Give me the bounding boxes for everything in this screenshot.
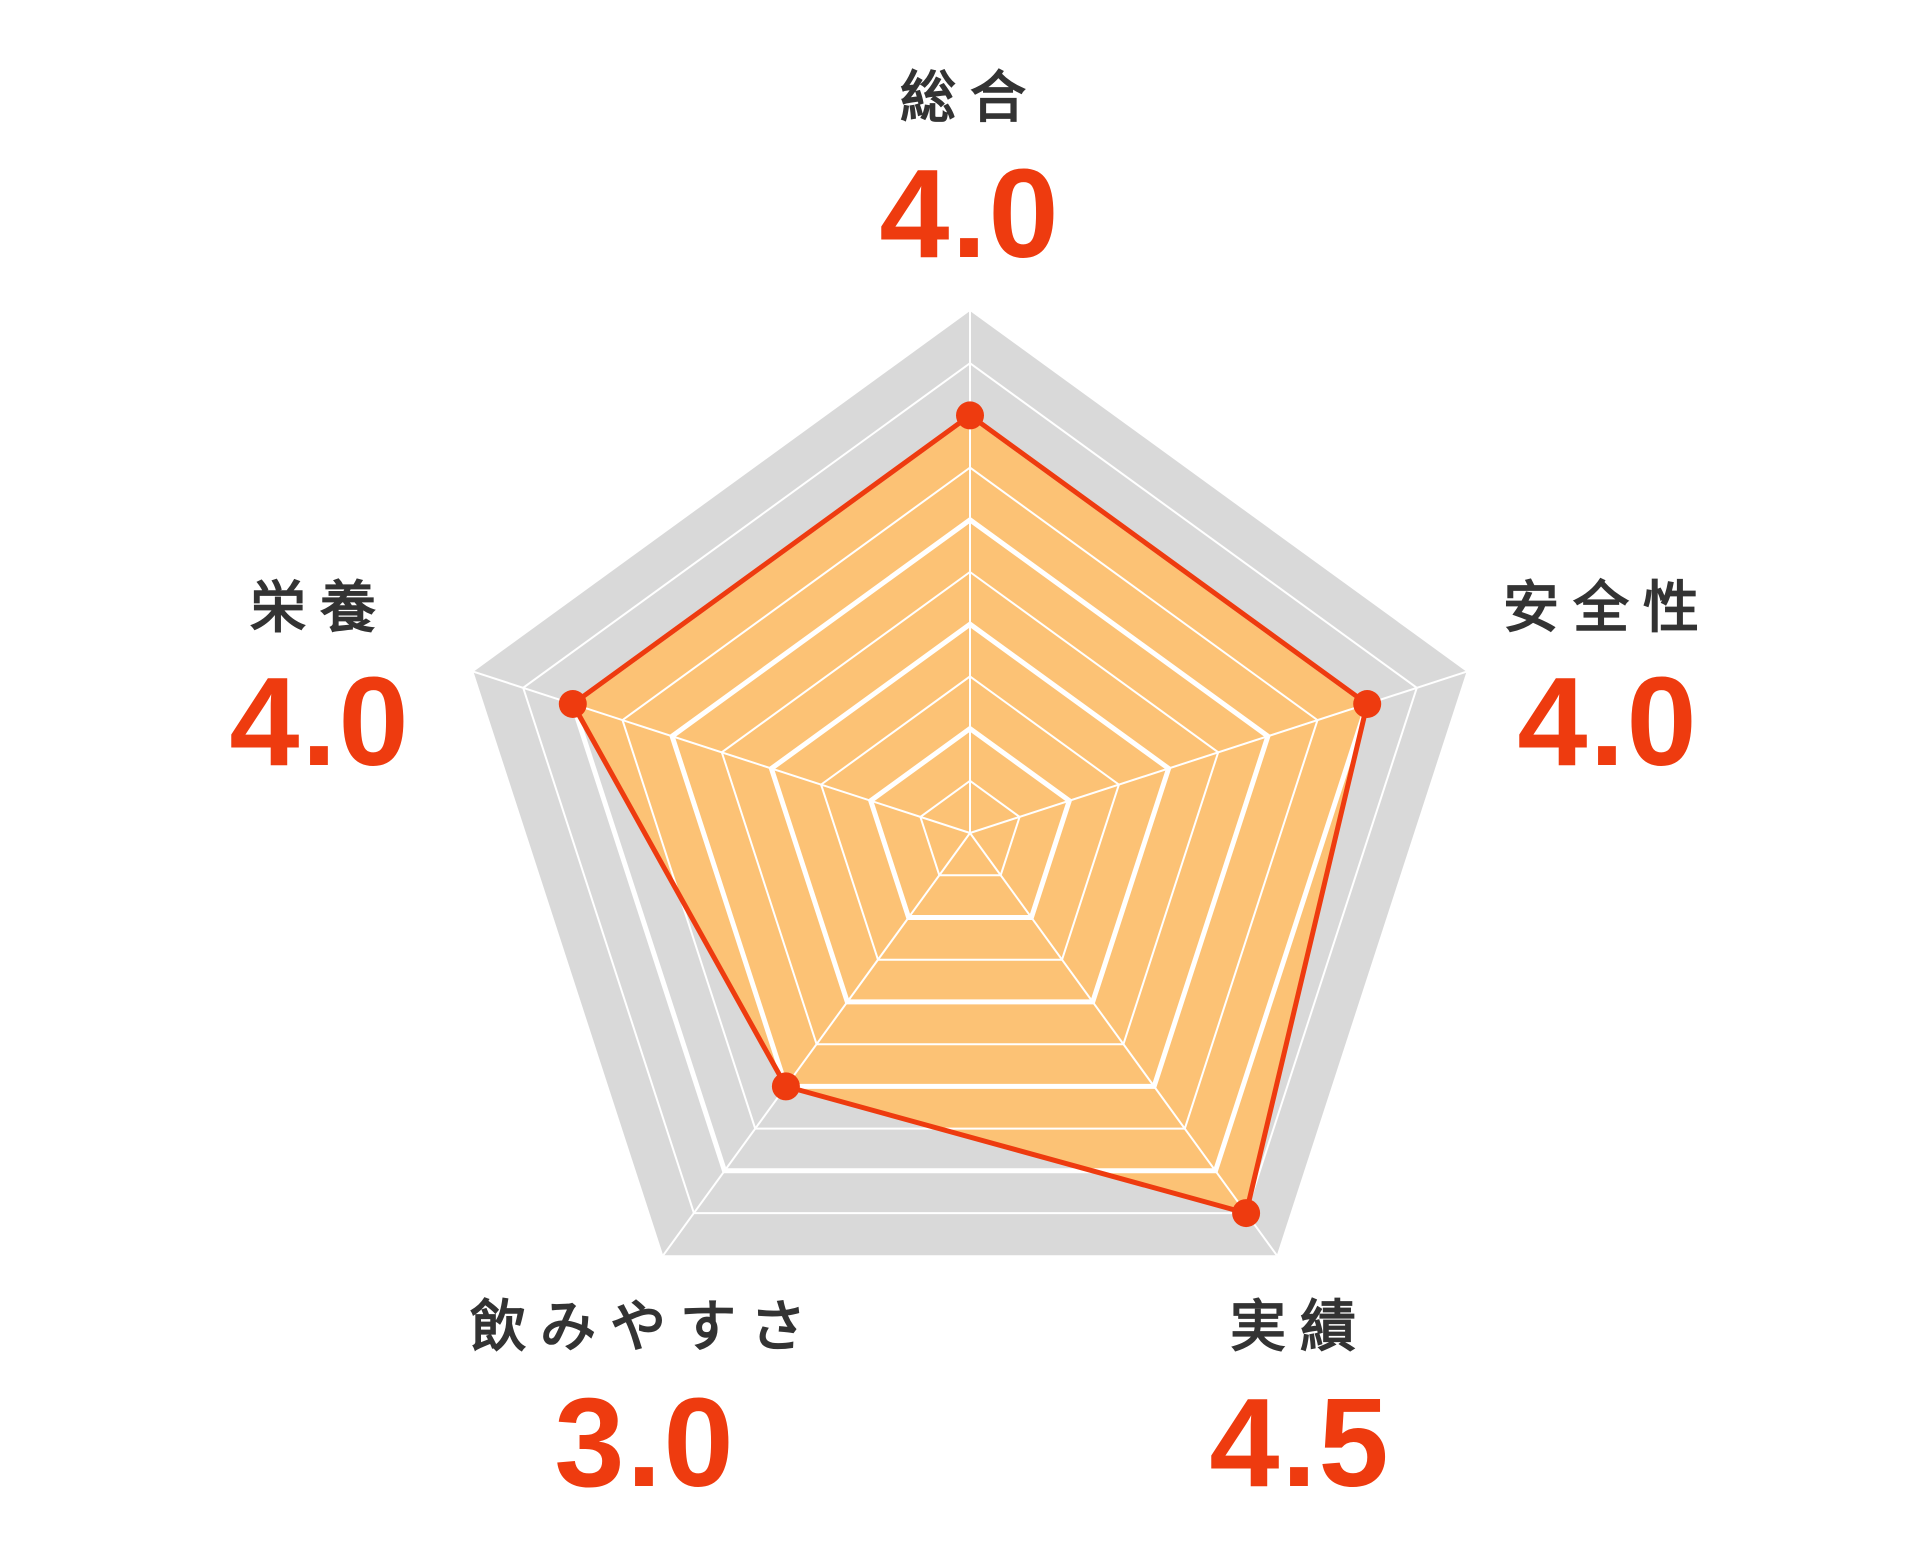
grid-spoke [662, 832, 971, 1256]
axis-label: 飲みやすさ [470, 1295, 820, 1360]
grid-ring-minor [522, 361, 1418, 1215]
data-point [1353, 690, 1382, 718]
grid-spokes [473, 311, 1467, 1256]
data-point [1232, 1199, 1261, 1228]
data-point [771, 1072, 800, 1101]
grid-ring-minor [720, 570, 1220, 1046]
axis-label: 安全性 [1503, 576, 1713, 641]
value-label: 4.0 [229, 651, 410, 792]
axis-label: 実績 [1230, 1295, 1370, 1360]
grid-spoke [969, 832, 1278, 1256]
grid-ring-major [768, 621, 1172, 1005]
grid-spoke [969, 670, 1467, 834]
axis-label: 栄養 [250, 576, 390, 641]
data-points [558, 401, 1382, 1228]
grid-ring-major [669, 516, 1271, 1089]
value-label: 4.0 [879, 143, 1060, 284]
series-line [570, 412, 1370, 1216]
data-point [956, 401, 984, 430]
value-label: 4.0 [1517, 651, 1698, 792]
value-label: 3.0 [554, 1372, 735, 1513]
grid-ring-major [867, 725, 1073, 920]
grid-ring-minor [919, 779, 1021, 877]
axis-label: 総合 [900, 66, 1040, 131]
grid-ring-minor [621, 466, 1319, 1130]
grid-spoke [473, 670, 971, 834]
value-label: 4.5 [1209, 1372, 1390, 1513]
data-point [558, 690, 587, 718]
axis-labels: 総合 4.0 安全性 4.0 実績 4.5 飲みやすさ 3.0 栄養 4.0 [229, 66, 1713, 1513]
grid-ring-minor [819, 675, 1121, 961]
